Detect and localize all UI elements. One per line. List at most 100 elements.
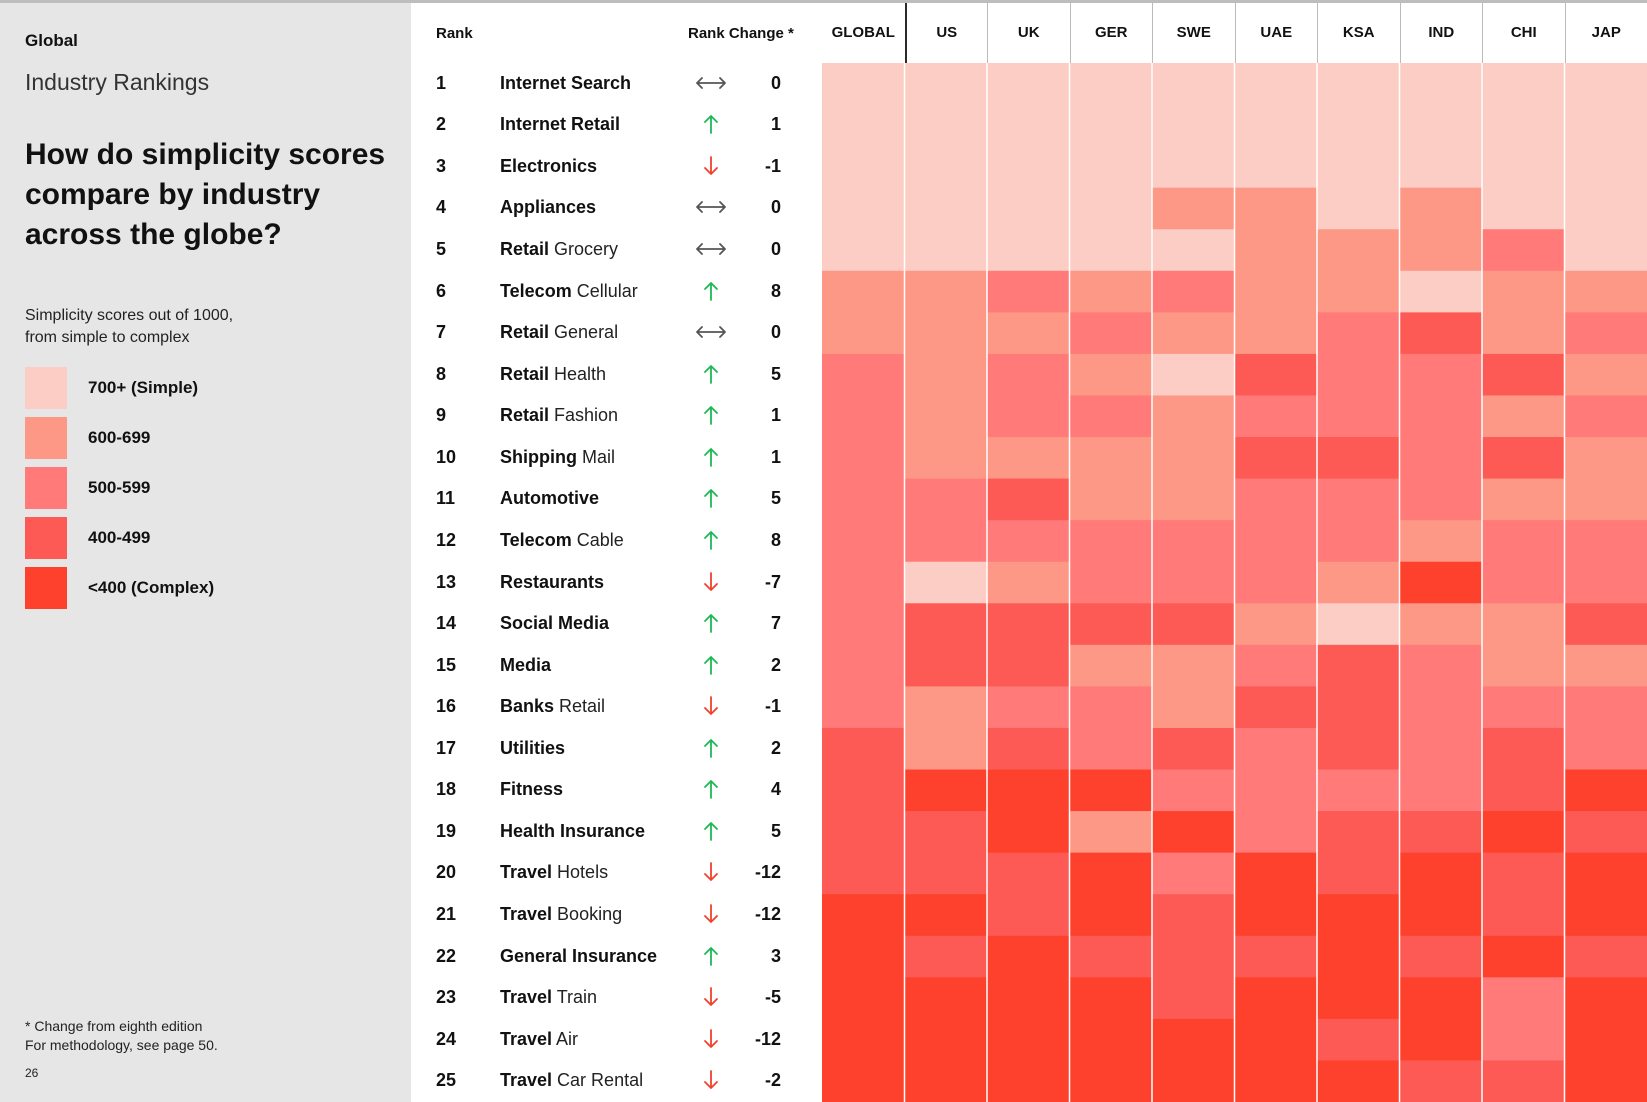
heatmap-cell (1564, 1018, 1647, 1062)
heatmap-cell (904, 894, 988, 937)
region-label: Global (25, 31, 78, 50)
heatmap-cell (822, 63, 906, 106)
heatmap-cell (904, 977, 988, 1020)
heatmap-cell (1399, 894, 1483, 937)
heatmap-cell (1152, 146, 1236, 189)
column-header-swe: SWE (1152, 3, 1235, 63)
heatmap-cell (1317, 561, 1401, 604)
arrow-left-right-icon (691, 235, 731, 263)
heatmap-cell (1482, 561, 1566, 604)
heatmap-cell (1152, 852, 1236, 895)
industry-name: Retail Fashion (500, 405, 618, 426)
heatmap-cell (1482, 395, 1566, 438)
industry-name: Automotive (500, 488, 599, 509)
arrow-up-icon (691, 484, 731, 512)
heatmap-cell (1317, 437, 1401, 480)
heatmap-cell (1069, 1060, 1153, 1102)
rank-number: 23 (436, 987, 457, 1008)
heatmap-cell (1152, 727, 1236, 771)
heatmap-cell (1234, 63, 1318, 106)
heatmap-cell (1564, 977, 1647, 1020)
industry-name: Media (500, 655, 551, 676)
heatmap-cell (822, 478, 906, 521)
rank-number: 20 (436, 862, 457, 883)
rank-number: 12 (436, 529, 457, 550)
heatmap-cell (1399, 187, 1483, 230)
heatmap-cell (1399, 935, 1483, 978)
heatmap-cell (1399, 769, 1483, 812)
heatmap-cell (904, 1018, 988, 1062)
heatmap-cell (904, 1060, 988, 1102)
heatmap-cell (1482, 270, 1566, 313)
heatmap-cell (1564, 935, 1647, 978)
heatmap-cell (1234, 146, 1318, 189)
heatmap-cell (1234, 603, 1318, 646)
legend-swatch (25, 467, 67, 509)
heatmap-cell (1317, 395, 1401, 438)
legend-label: 500-599 (88, 478, 151, 497)
industry-name-primary: Telecom (500, 529, 572, 550)
heatmap-cell (1152, 520, 1236, 563)
heatmap-cell (987, 312, 1071, 355)
heatmap-cell (822, 146, 906, 189)
heatmap-cell (1152, 478, 1236, 521)
industry-name-primary: Retail (500, 363, 550, 384)
rank-number: 11 (436, 488, 456, 509)
heatmap-cell (904, 437, 988, 480)
heatmap-cell (1317, 894, 1401, 937)
industry-name-primary: General Insurance (500, 945, 658, 966)
heatmap-cell (1564, 686, 1647, 729)
rank-change-value: 0 (770, 239, 781, 260)
heatmap-cell (822, 1060, 906, 1102)
industry-name-primary: Internet Search (500, 72, 632, 93)
heatmap-cell (1152, 1018, 1236, 1062)
heatmap-cell (904, 63, 988, 106)
heatmap-cell (987, 1018, 1071, 1062)
industry-name: Retail Grocery (500, 239, 618, 260)
rank-number: 19 (436, 820, 457, 841)
rank-change-value: 7 (770, 613, 781, 634)
heatmap-cell (822, 561, 906, 604)
industry-name-primary: Retail (500, 239, 550, 260)
heatmap-cell (1317, 63, 1401, 106)
heatmap-cell (1317, 644, 1401, 687)
industry-name: Social Media (500, 613, 609, 634)
rank-number: 18 (436, 779, 457, 800)
heatmap-cell (822, 270, 906, 313)
heatmap-cell (987, 270, 1071, 313)
rank-change-value: -2 (764, 1070, 781, 1091)
sidebar: Global Industry Rankings How do simplici… (0, 3, 411, 1102)
rank-change-value: -12 (754, 903, 781, 924)
rank-number: 5 (436, 239, 447, 260)
heatmap-cell (904, 312, 988, 355)
heatmap-cell (1234, 686, 1318, 729)
industry-name-secondary: Fashion (549, 405, 619, 426)
heatmap-cell (1564, 437, 1647, 480)
heatmap-cell (1152, 353, 1236, 397)
heatmap-cell (904, 270, 988, 313)
heatmap-cell (1317, 229, 1401, 272)
heatmap-cell (904, 520, 988, 563)
arrow-left-right-icon (691, 69, 731, 97)
heatmap-cell (904, 935, 988, 978)
rank-number: 7 (436, 322, 447, 343)
heatmap-cell (1234, 1018, 1318, 1062)
heatmap-cell (1399, 727, 1483, 771)
arrow-down-icon (691, 692, 731, 720)
heatmap-cell (987, 63, 1071, 106)
heatmap-cell (987, 811, 1071, 854)
industry-name: Retail Health (500, 364, 606, 385)
heatmap-cell (1482, 1018, 1566, 1062)
arrow-down-icon (691, 568, 731, 596)
rank-change-value: 8 (770, 280, 781, 301)
heatmap-cell (1317, 935, 1401, 978)
heatmap-cell (1482, 229, 1566, 272)
heatmap-cell (822, 187, 906, 230)
heatmap-cell (904, 727, 988, 771)
heatmap-cell (1564, 811, 1647, 854)
industry-name: Travel Booking (500, 904, 622, 925)
legend-swatch (25, 367, 67, 409)
rank-change-value: 0 (770, 197, 781, 218)
legend-item: 500-599 (25, 467, 345, 509)
rank-header: Rank (436, 25, 473, 42)
